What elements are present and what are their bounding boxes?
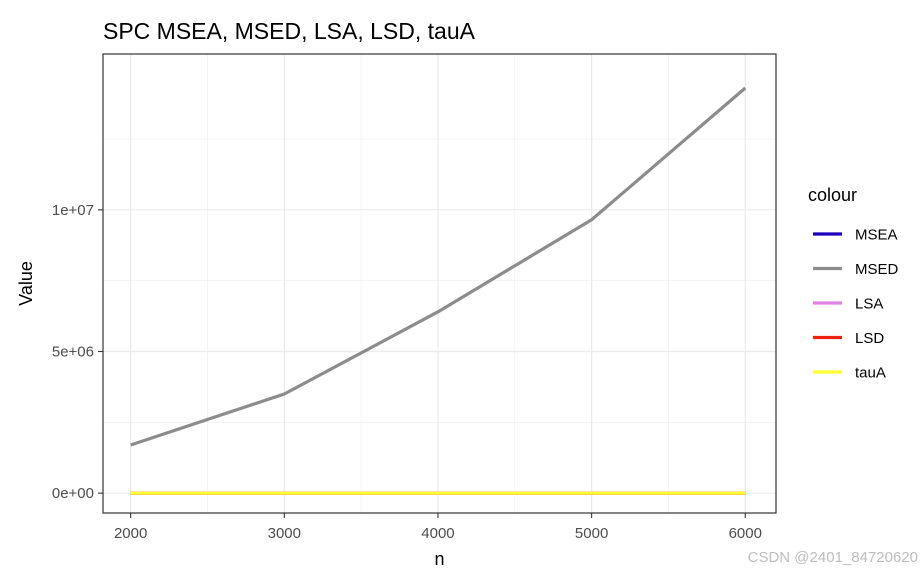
plot-panel: [103, 54, 776, 513]
y-tick-label: 1e+07: [52, 202, 94, 219]
y-tick-label: 5e+06: [52, 344, 94, 361]
y-axis: 0e+00 5e+06 1e+07: [52, 202, 103, 502]
legend-label-lsa: LSA: [855, 296, 883, 313]
legend: colour MSEA MSED LSA LSD tauA: [808, 185, 899, 382]
legend-title: colour: [808, 185, 857, 205]
legend-label-taua: tauA: [855, 365, 886, 382]
x-axis-title: n: [434, 549, 444, 569]
x-tick-label: 3000: [268, 525, 301, 542]
watermark: CSDN @2401_84720620: [748, 549, 918, 566]
x-tick-label: 4000: [421, 525, 454, 542]
legend-label-msea: MSEA: [855, 227, 898, 244]
series-layer: [130, 86, 747, 495]
x-tick-label: 6000: [729, 525, 762, 542]
y-tick-label: 0e+00: [52, 485, 94, 502]
x-tick-label: 5000: [575, 525, 608, 542]
legend-label-msed: MSED: [855, 261, 899, 278]
legend-label-lsd: LSD: [855, 330, 884, 347]
x-tick-label: 2000: [114, 525, 147, 542]
plot-border: [102, 53, 777, 514]
y-axis-title: Value: [16, 261, 36, 306]
chart-title: SPC MSEA, MSED, LSA, LSD, tauA: [103, 18, 476, 44]
grid-minor: [103, 54, 776, 513]
series-line-msed: [130, 86, 747, 447]
x-axis: 2000 3000 4000 5000 6000: [114, 513, 762, 542]
